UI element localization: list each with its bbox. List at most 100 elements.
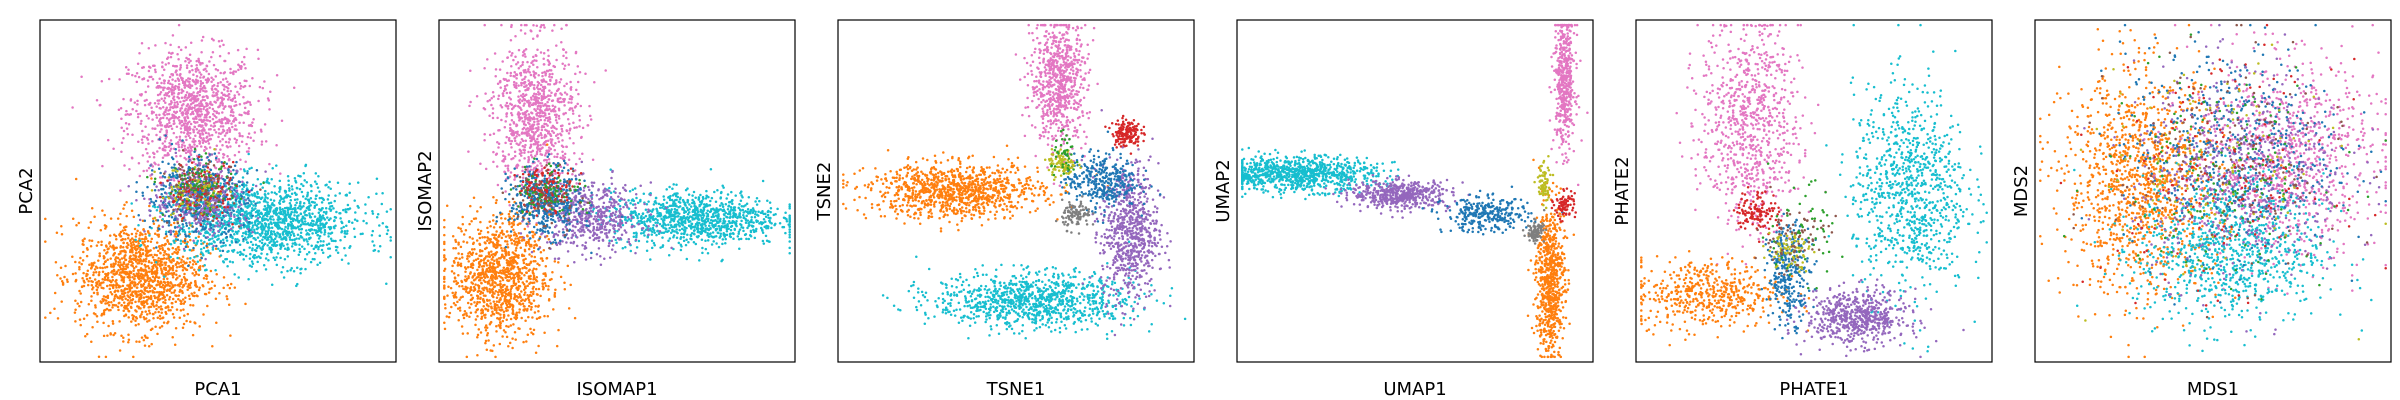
scatter-point — [268, 108, 271, 111]
scatter-point — [376, 177, 379, 180]
scatter-point — [177, 203, 180, 206]
scatter-point — [345, 193, 348, 196]
scatter-point — [508, 50, 511, 53]
scatter-point — [329, 247, 332, 250]
scatter-point — [271, 167, 274, 170]
scatter-point — [140, 255, 143, 257]
scatter-point — [205, 178, 208, 181]
scatter-point — [183, 248, 186, 251]
scatter-point — [187, 147, 190, 150]
scatter-point — [354, 218, 357, 221]
scatter-point — [150, 177, 153, 180]
scatter-point — [198, 125, 201, 128]
scatter-point — [158, 85, 161, 88]
scatter-point — [136, 262, 139, 265]
scatter-point — [220, 193, 223, 196]
scatter-point — [210, 270, 213, 273]
scatter-point — [180, 265, 183, 268]
scatter-point — [212, 248, 215, 251]
scatter-point — [144, 233, 147, 236]
scatter-point — [240, 68, 243, 71]
scatter-point — [244, 67, 247, 70]
scatter-point — [200, 51, 203, 54]
scatter-point — [130, 113, 133, 116]
scatter-point — [139, 316, 142, 319]
scatter-point — [205, 184, 208, 187]
scatter-point — [270, 206, 273, 209]
scatter-point — [243, 102, 246, 105]
scatter-point — [296, 198, 299, 201]
scatter-point — [225, 233, 228, 236]
scatter-point — [205, 132, 208, 135]
scatter-point — [159, 285, 162, 288]
scatter-point — [137, 116, 140, 119]
scatter-point — [137, 141, 140, 144]
scatter-point — [171, 306, 174, 309]
scatter-point — [205, 70, 208, 73]
scatter-point — [319, 214, 322, 217]
scatter-point — [138, 307, 141, 310]
scatter-point — [180, 192, 183, 195]
panel-isomap: ISOMAP1 ISOMAP2 — [415, 20, 795, 400]
scatter-point — [184, 86, 187, 89]
scatter-point — [308, 202, 311, 205]
scatter-point — [179, 110, 182, 113]
scatter-point — [166, 179, 169, 182]
scatter-point — [200, 239, 203, 242]
scatter-point — [315, 183, 318, 186]
scatter-point — [295, 219, 298, 222]
scatter-point — [283, 220, 286, 223]
scatter-point — [210, 81, 213, 84]
scatter-point — [44, 240, 47, 243]
scatter-point — [112, 334, 115, 337]
scatter-point — [175, 106, 178, 109]
scatter-point — [103, 249, 106, 252]
scatter-point — [306, 240, 309, 243]
scatter-point — [160, 98, 163, 101]
scatter-point — [219, 190, 222, 193]
scatter-point — [311, 213, 314, 216]
scatter-point — [136, 283, 139, 286]
scatter-point — [153, 264, 156, 267]
scatter-point — [123, 257, 126, 260]
scatter-point — [297, 214, 300, 217]
scatter-point — [252, 204, 255, 207]
scatter-point — [318, 226, 321, 229]
scatter-point — [122, 340, 125, 343]
scatter-point — [139, 175, 142, 178]
scatter-point — [154, 71, 157, 74]
scatter-point — [159, 248, 162, 251]
scatter-point — [165, 233, 168, 236]
scatter-point — [136, 272, 139, 275]
scatter-point — [125, 215, 128, 218]
scatter-point — [148, 156, 151, 159]
scatter-point — [287, 209, 290, 212]
scatter-point — [148, 250, 151, 253]
scatter-point — [162, 218, 165, 221]
scatter-point — [297, 234, 300, 237]
scatter-point — [187, 109, 190, 112]
scatter-point — [118, 253, 121, 256]
scatter-point — [130, 260, 133, 263]
scatter-point — [93, 216, 96, 219]
scatter-point — [210, 169, 213, 172]
scatter-point — [120, 126, 123, 129]
scatter-point — [206, 305, 209, 308]
scatter-point — [55, 261, 58, 264]
scatter-point — [174, 192, 177, 195]
scatter-point — [205, 274, 208, 277]
scatter-point — [228, 120, 231, 123]
scatter-point — [229, 260, 232, 263]
scatter-point — [333, 227, 336, 230]
scatter-point — [79, 324, 82, 327]
scatter-point — [181, 286, 184, 289]
scatter-point — [131, 156, 134, 159]
scatter-point — [124, 292, 127, 295]
scatter-point — [177, 246, 180, 249]
scatter-point — [273, 204, 276, 207]
scatter-point — [123, 164, 126, 167]
scatter-point — [153, 247, 156, 250]
scatter-point — [148, 345, 151, 348]
scatter-point — [155, 86, 158, 89]
scatter-point — [318, 212, 321, 215]
